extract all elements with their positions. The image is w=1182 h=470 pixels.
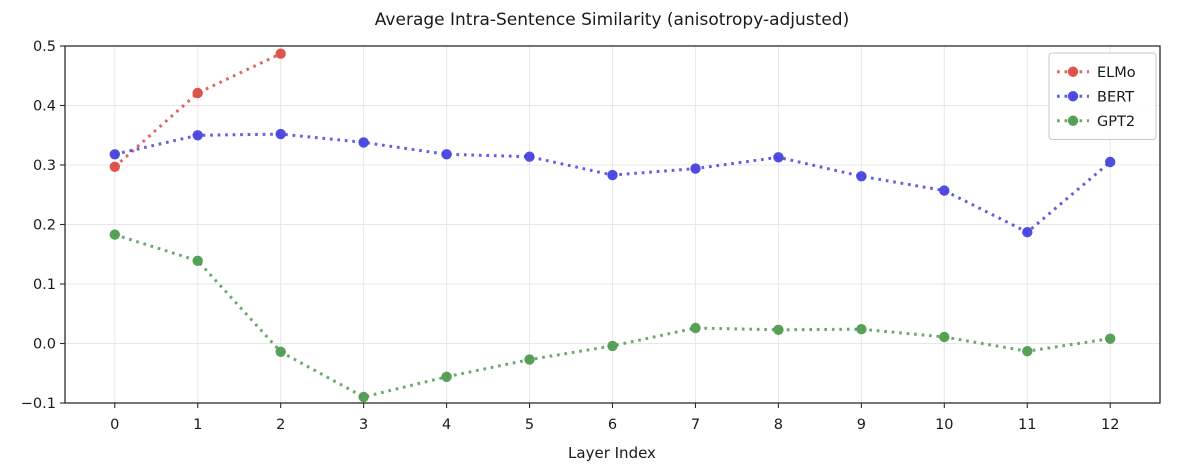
data-point-BERT: [773, 152, 784, 163]
legend-label-BERT: BERT: [1097, 89, 1134, 105]
data-point-BERT: [275, 128, 286, 140]
axes-layer: 0 1 2 3 4 5 6 7 8 9 10 11 12−0.10.00.10.20.30.40.5: [21, 39, 1161, 433]
data-point-GPT2: [192, 255, 203, 266]
legend-marker-BERT: [1067, 91, 1079, 102]
data-point-GPT2: [358, 391, 369, 403]
data-point-GPT2: [607, 340, 618, 352]
x-tick-label: 0: [110, 417, 119, 433]
data-point-GPT2: [690, 322, 701, 334]
x-tick-label: 3: [359, 417, 368, 433]
data-point-GPT2: [773, 324, 784, 335]
x-tick-label: 9: [857, 417, 866, 433]
y-tick-label: 0.4: [33, 99, 56, 115]
data-point-GPT2: [441, 371, 452, 382]
x-tick-label: 11: [1018, 417, 1036, 433]
data-point-BERT: [607, 169, 618, 181]
x-tick-label: 5: [525, 417, 534, 433]
x-tick-label: 10: [935, 417, 953, 433]
x-tick-label: 6: [608, 417, 617, 433]
legend-label-GPT2: GPT2: [1097, 114, 1135, 130]
x-axis-label: Layer Index: [568, 444, 656, 462]
data-point-BERT: [358, 137, 369, 148]
y-tick-label: 0.3: [33, 158, 56, 174]
y-tick-label: 0.2: [33, 218, 56, 234]
data-point-BERT: [192, 130, 203, 141]
data-point-GPT2: [939, 331, 950, 343]
y-tick-label: −0.1: [21, 396, 56, 412]
data-point-ELMo: [109, 161, 121, 172]
x-tick-label: 1: [193, 417, 202, 433]
chart-title: Average Intra-Sentence Similarity (aniso…: [375, 10, 849, 30]
y-tick-label: 0.5: [33, 39, 56, 55]
legend: ELMo BERT GPT2: [1048, 52, 1157, 140]
data-point-GPT2: [109, 229, 121, 240]
data-point-BERT: [109, 149, 121, 160]
legend-label-ELMo: ELMo: [1097, 65, 1136, 81]
data-point-BERT: [1105, 156, 1116, 168]
data-point-BERT: [690, 163, 701, 174]
y-tick-label: 0.1: [33, 277, 56, 293]
legend-marker-ELMo: [1067, 66, 1079, 77]
data-point-GPT2: [1105, 333, 1116, 344]
x-tick-label: 7: [691, 417, 700, 433]
legend-item-ELMo: ELMo: [1057, 65, 1136, 81]
series-layer: [109, 48, 1116, 403]
data-point-GPT2: [856, 324, 867, 335]
data-point-BERT: [939, 185, 950, 196]
data-point-GPT2: [524, 354, 535, 365]
data-point-ELMo: [192, 87, 203, 99]
data-point-BERT: [1022, 227, 1033, 238]
data-point-BERT: [441, 149, 452, 160]
x-tick-label: 4: [442, 417, 451, 433]
data-point-GPT2: [1022, 346, 1033, 357]
x-tick-label: 12: [1101, 417, 1119, 433]
data-point-BERT: [524, 151, 535, 162]
legend-marker-GPT2: [1067, 115, 1079, 126]
legend-item-BERT: BERT: [1057, 89, 1134, 105]
data-point-ELMo: [275, 48, 286, 59]
x-tick-label: 2: [276, 417, 285, 433]
data-point-BERT: [856, 171, 867, 182]
data-point-GPT2: [275, 346, 286, 357]
legend-item-GPT2: GPT2: [1057, 114, 1135, 130]
x-tick-label: 8: [774, 417, 783, 433]
y-tick-label: 0.0: [33, 337, 56, 353]
